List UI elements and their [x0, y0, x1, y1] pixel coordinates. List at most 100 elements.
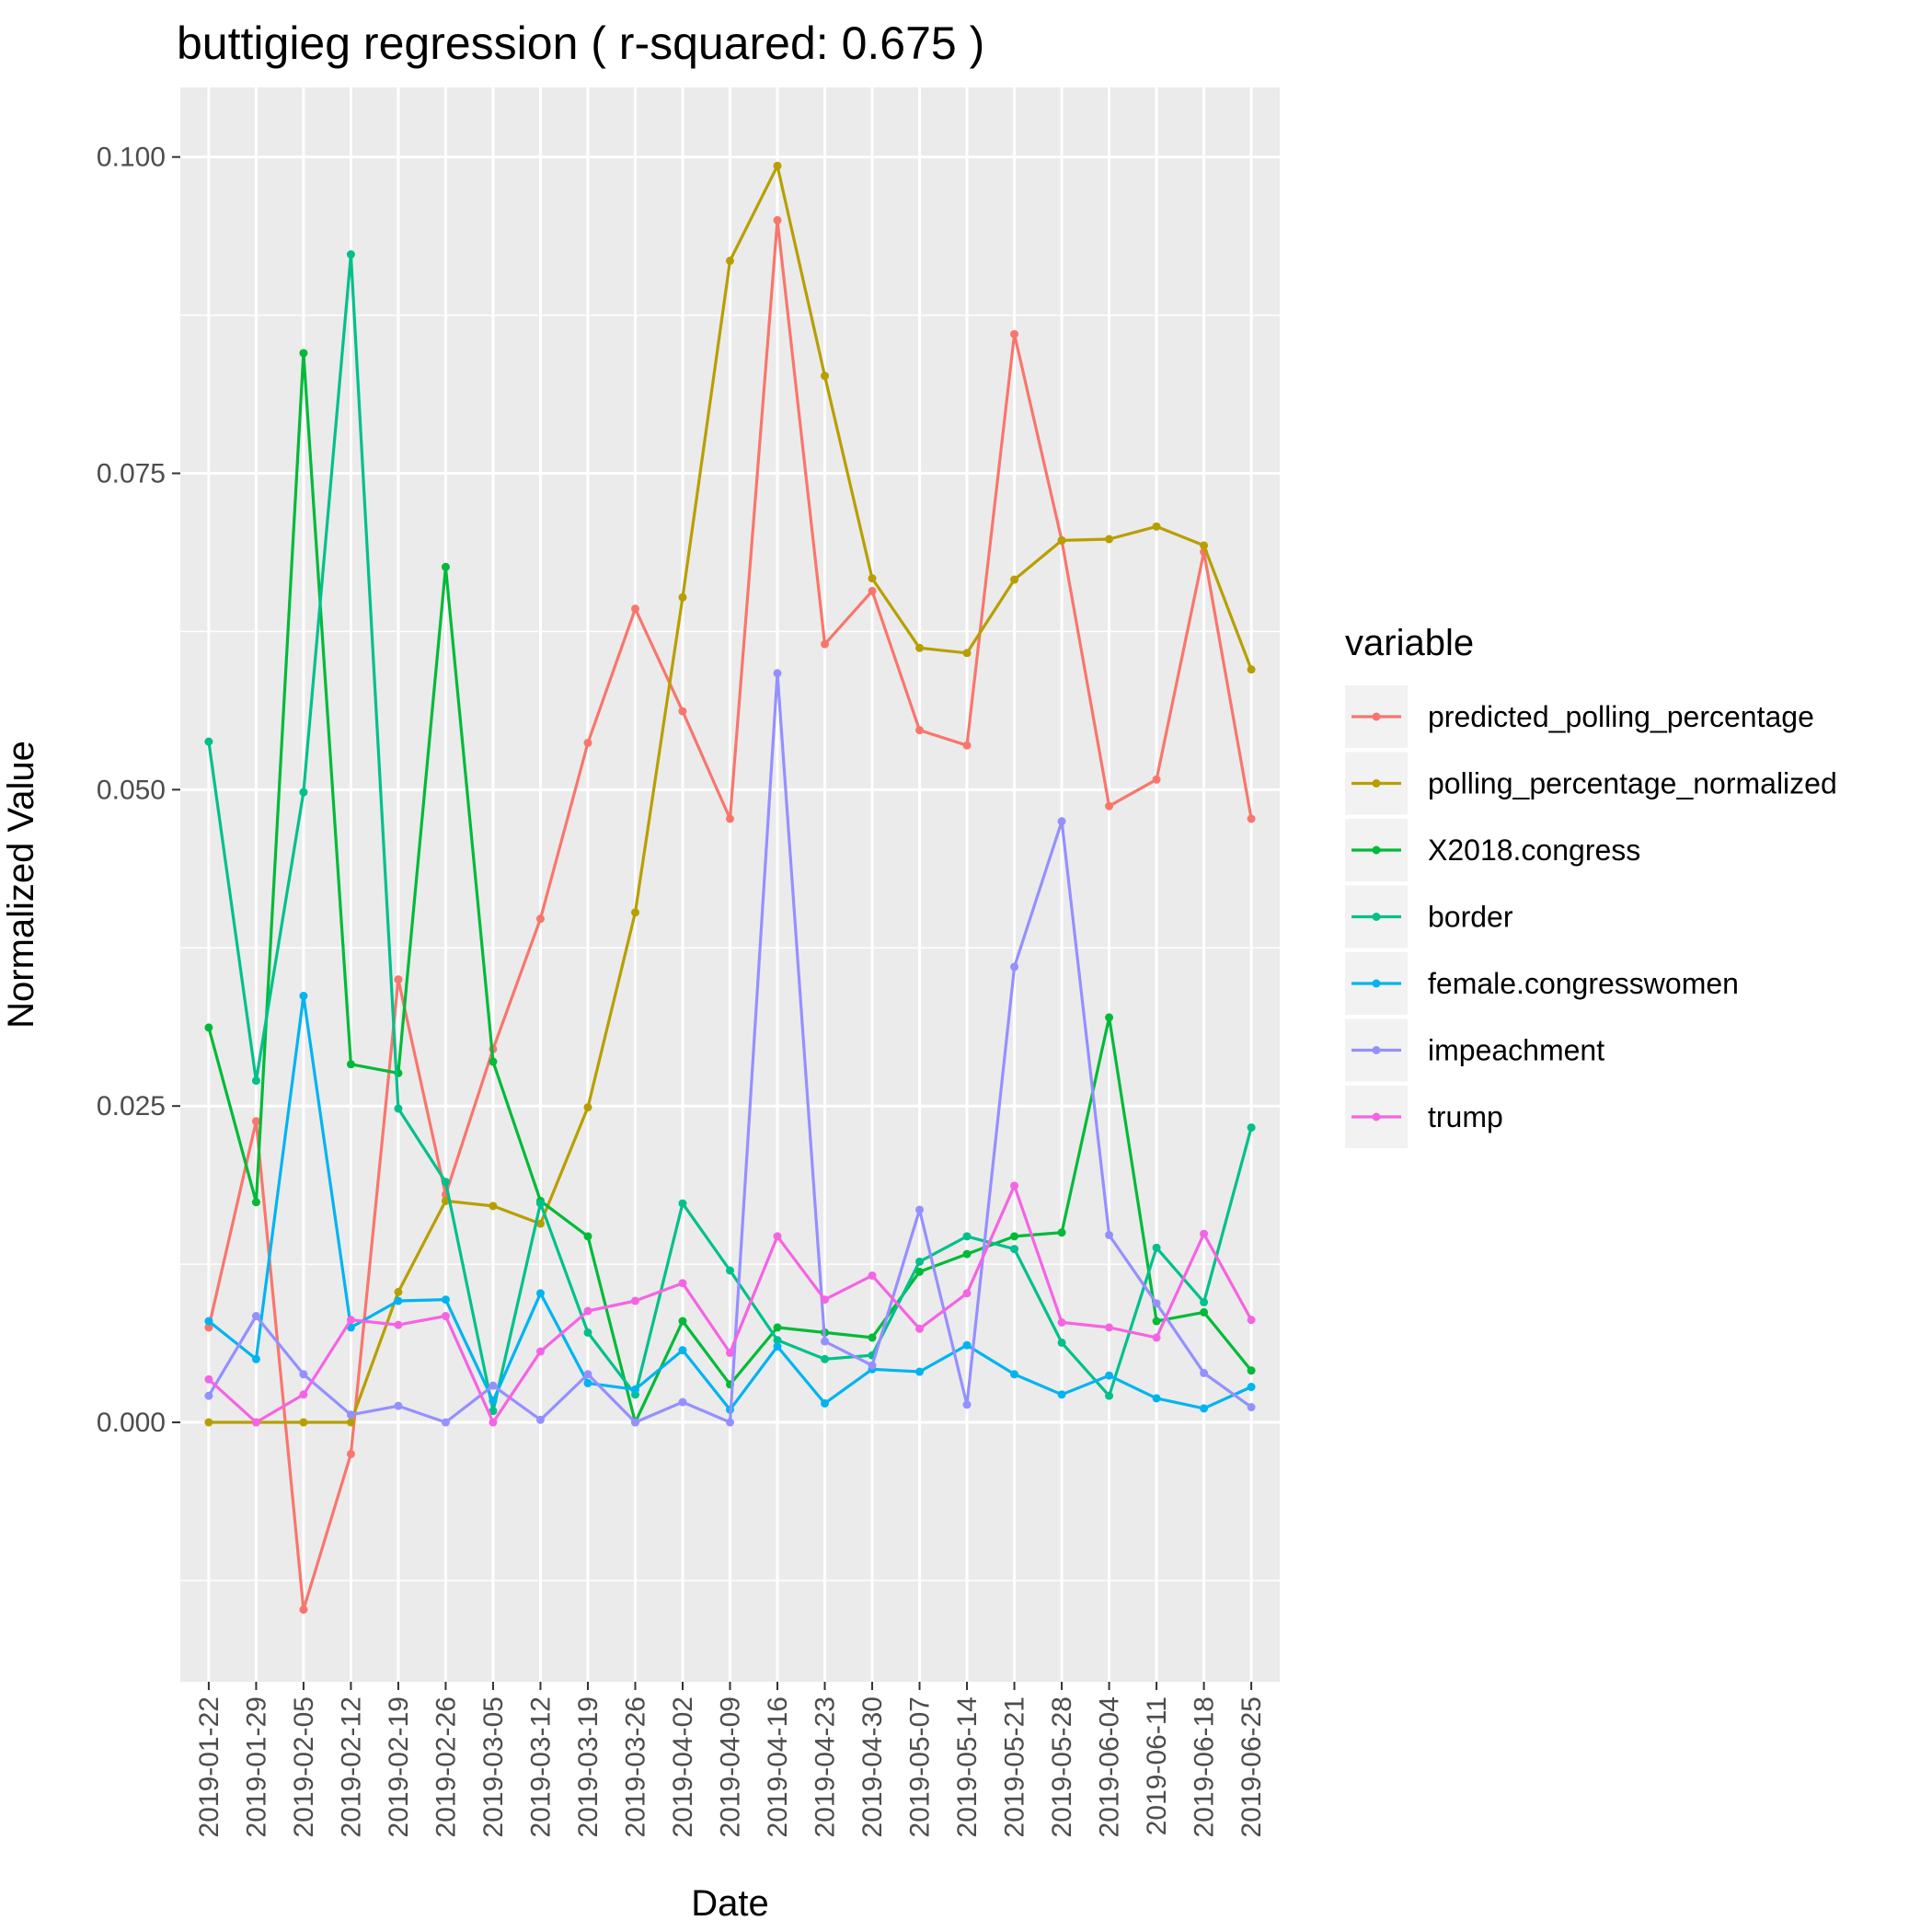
- data-point: [915, 1267, 925, 1276]
- x-tick-label: 2019-05-21: [1000, 1696, 1030, 1837]
- data-point: [1152, 1394, 1161, 1403]
- data-point: [583, 1306, 592, 1316]
- data-point: [204, 1418, 213, 1427]
- data-point: [962, 649, 972, 658]
- data-point: [962, 1289, 972, 1298]
- data-point: [1105, 535, 1114, 544]
- legend-key-point: [1372, 845, 1381, 855]
- data-point: [915, 1367, 925, 1376]
- x-tick-label: 2019-02-26: [431, 1696, 461, 1837]
- data-point: [1057, 1390, 1066, 1399]
- data-point: [204, 1323, 213, 1332]
- data-point: [1010, 1232, 1019, 1241]
- legend-label: impeachment: [1428, 1034, 1604, 1067]
- data-point: [204, 1023, 213, 1032]
- x-tick-label: 2019-04-02: [668, 1696, 698, 1837]
- data-point: [535, 1289, 545, 1298]
- data-point: [868, 1333, 877, 1342]
- data-point: [630, 908, 639, 917]
- legend-title: variable: [1345, 623, 1474, 663]
- data-point: [821, 372, 830, 381]
- data-point: [1010, 1245, 1019, 1254]
- data-point: [726, 814, 734, 823]
- data-point: [773, 215, 782, 224]
- data-point: [630, 1385, 639, 1394]
- data-point: [915, 1324, 925, 1333]
- data-point: [489, 1397, 498, 1406]
- x-tick-label: 2019-06-11: [1142, 1696, 1172, 1835]
- data-point: [1152, 1299, 1161, 1308]
- chart-title: buttigieg regression ( r-squared: 0.675 …: [177, 17, 984, 69]
- data-point: [1057, 1338, 1066, 1347]
- data-point: [773, 1336, 782, 1345]
- x-tick-label: 2019-04-30: [857, 1696, 888, 1837]
- x-axis-title: Date: [691, 1883, 769, 1924]
- data-point: [1200, 1404, 1209, 1413]
- data-point: [726, 1418, 734, 1427]
- legend-item: X2018.congress: [1345, 819, 1640, 881]
- data-point: [251, 1076, 260, 1086]
- data-point: [346, 1449, 355, 1458]
- data-point: [1247, 1403, 1256, 1412]
- data-point: [1152, 1333, 1161, 1342]
- data-point: [1105, 1391, 1114, 1400]
- x-tick-label: 2019-01-22: [194, 1696, 224, 1837]
- data-point: [204, 1317, 213, 1326]
- x-tick-label: 2019-03-05: [478, 1696, 509, 1837]
- legend-item: polling_percentage_normalized: [1345, 752, 1837, 815]
- y-axis-title: Normalized Value: [1, 741, 41, 1029]
- data-point: [1105, 1371, 1114, 1380]
- data-point: [583, 1232, 592, 1241]
- y-tick-label: 0.000: [97, 1408, 166, 1438]
- data-point: [394, 1287, 403, 1296]
- data-point: [583, 1103, 592, 1112]
- data-point: [821, 1337, 830, 1346]
- data-point: [678, 1397, 687, 1407]
- data-point: [489, 1202, 498, 1211]
- data-point: [346, 1418, 355, 1427]
- data-point: [962, 1232, 972, 1241]
- data-point: [583, 1370, 592, 1379]
- data-point: [1200, 1229, 1209, 1238]
- data-point: [773, 1232, 782, 1241]
- data-point: [204, 1391, 213, 1400]
- data-point: [773, 669, 782, 678]
- x-tick-label: 2019-05-07: [905, 1696, 936, 1837]
- data-point: [868, 574, 877, 583]
- x-tick-label: 2019-06-04: [1095, 1696, 1125, 1837]
- legend-label: border: [1428, 901, 1513, 934]
- data-point: [630, 1296, 639, 1305]
- legend-item: trump: [1345, 1086, 1503, 1148]
- data-point: [251, 1312, 260, 1321]
- data-point: [535, 1199, 545, 1208]
- data-point: [773, 161, 782, 170]
- data-point: [441, 1295, 450, 1305]
- data-point: [1247, 665, 1256, 674]
- x-tick-label: 2019-02-05: [289, 1696, 319, 1837]
- data-point: [394, 1401, 403, 1410]
- data-point: [1247, 1316, 1256, 1325]
- data-point: [915, 1205, 925, 1214]
- data-point: [299, 992, 308, 1001]
- data-point: [1105, 1013, 1114, 1022]
- data-point: [1152, 1317, 1161, 1326]
- legend-item: border: [1345, 885, 1513, 949]
- data-point: [1247, 1366, 1256, 1375]
- x-tick-label: 2019-02-12: [336, 1696, 366, 1837]
- data-point: [299, 349, 308, 358]
- legend-key-point: [1372, 779, 1381, 788]
- data-point: [489, 1418, 498, 1427]
- x-axis: 2019-01-22 2019-01-29 2019-02-05 2019-02-12…: [194, 1682, 1267, 1837]
- data-point: [489, 1381, 498, 1390]
- data-point: [1105, 1323, 1114, 1332]
- data-point: [821, 1295, 830, 1305]
- data-point: [299, 788, 308, 797]
- data-point: [535, 1347, 545, 1356]
- data-point: [678, 1279, 687, 1288]
- legend-label: X2018.congress: [1428, 834, 1640, 867]
- data-point: [1105, 1230, 1114, 1239]
- data-point: [346, 250, 355, 259]
- data-point: [1200, 1297, 1209, 1306]
- data-point: [394, 1320, 403, 1329]
